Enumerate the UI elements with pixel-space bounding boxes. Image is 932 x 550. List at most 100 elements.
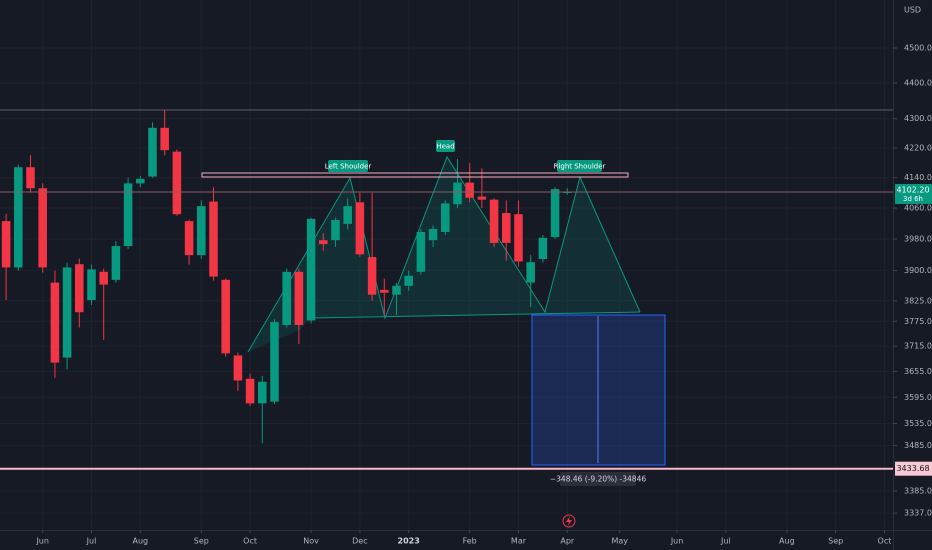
y-tick-label: 4060.00 <box>904 204 932 213</box>
pattern-fill <box>248 157 640 352</box>
x-tick-label: Sep <box>828 537 843 546</box>
x-tick-label: Jun <box>35 537 49 546</box>
x-tick-label: Nov <box>303 537 319 546</box>
y-tick-label: 3900.00 <box>904 266 932 275</box>
candle-body <box>282 271 291 325</box>
x-tick-label: Sep <box>194 537 209 546</box>
y-tick-label: 3485.00 <box>904 441 932 450</box>
candle-body <box>62 267 72 358</box>
event-icon <box>562 514 576 528</box>
candle-body <box>172 151 182 215</box>
candle-body <box>319 240 328 245</box>
currency: USD <box>904 6 921 15</box>
x-tick-label: Feb <box>463 537 477 546</box>
candle-body <box>75 264 84 313</box>
candle-body <box>404 275 413 286</box>
candle-body <box>14 167 23 268</box>
measure-box <box>560 472 636 486</box>
candle-body <box>343 206 352 224</box>
candle-body <box>1 221 11 268</box>
y-tick-label: 3655.00 <box>904 367 932 376</box>
annotation: Head <box>436 143 454 151</box>
x-tick-label: May <box>611 537 628 546</box>
candle-body <box>441 203 450 232</box>
annotation-box <box>328 160 368 172</box>
candle-body <box>538 237 548 260</box>
candle-body <box>294 271 304 325</box>
x-tick-label: Jul <box>86 537 97 546</box>
y-tick-label: 3535.00 <box>904 419 932 428</box>
candle-body <box>26 167 35 189</box>
y-tick-label: 3595.00 <box>904 393 932 402</box>
x-tick-label: Oct <box>243 537 257 546</box>
candle-body <box>453 182 462 205</box>
y-tick-label: 4300.00 <box>904 114 932 123</box>
y-tick-label: 4220.00 <box>904 143 932 152</box>
candle-body <box>160 127 169 151</box>
candle-body <box>380 289 389 293</box>
candle-body <box>50 282 60 363</box>
event-icon-bolt <box>566 516 572 526</box>
y-tick-label: 3715.00 <box>904 342 932 351</box>
candle-body <box>502 213 511 243</box>
candle-body <box>270 322 279 402</box>
candles <box>1 109 572 444</box>
candle-body <box>428 228 438 241</box>
candle-body <box>148 127 157 177</box>
candle-body <box>550 189 560 238</box>
y-tick-label: 3825.00 <box>904 296 932 305</box>
candle-body <box>392 285 401 295</box>
x-tick-label: Jul <box>720 537 731 546</box>
y-tick-label: 4500.00 <box>904 43 932 52</box>
x-tick-label: Aug <box>132 537 148 546</box>
candle-body <box>209 201 218 277</box>
last-price-tag <box>895 183 932 204</box>
x-tick-label: Mar <box>511 537 527 546</box>
candle-body <box>197 206 206 256</box>
candle-body <box>514 214 523 262</box>
measure-label: −348.46 (-9.20%) -34846 <box>550 475 646 484</box>
candle-body <box>331 219 340 241</box>
annotation-box <box>557 160 602 172</box>
x-tick-label: Oct <box>878 537 892 546</box>
annotation: Right Shoulder <box>554 163 606 171</box>
candle-body <box>258 381 267 404</box>
x-tick-label: 2023 <box>398 537 420 546</box>
y-tick-label: 4400.00 <box>904 78 932 87</box>
x-tick-label: Aug <box>779 537 795 546</box>
candle-body <box>38 188 47 268</box>
y-tick-label: 4140.00 <box>904 173 932 182</box>
y-tick-label: 3385.00 <box>904 486 932 495</box>
candle-body <box>87 269 96 300</box>
target-label: 3433.68 <box>896 464 929 473</box>
y-tick-label: 3980.00 <box>904 235 932 244</box>
candle-body <box>184 221 194 256</box>
candle-body <box>367 257 377 295</box>
candle-body <box>221 279 230 354</box>
candle-body <box>123 183 133 247</box>
candle-body <box>111 246 121 280</box>
candle-body <box>245 378 255 404</box>
target-tag <box>895 461 932 476</box>
candle-body <box>99 271 108 285</box>
candle-body <box>306 218 316 321</box>
grid <box>0 0 893 530</box>
annotation: Left Shoulder <box>325 163 372 171</box>
neckline <box>201 172 629 178</box>
candle-body <box>489 199 499 243</box>
candle-body <box>136 178 145 184</box>
x-tick-label: Jun <box>670 537 684 546</box>
candle-body <box>355 202 365 255</box>
last-price-label: 4102.20 <box>896 185 929 194</box>
candle-body <box>465 182 474 198</box>
pattern-base <box>309 311 641 319</box>
candle-body <box>233 355 243 381</box>
x-tick-label: Dec <box>352 537 367 546</box>
y-tick-label: 3337.00 <box>904 509 932 518</box>
annotation-box <box>436 140 455 152</box>
x-tick-label: Apr <box>560 537 575 546</box>
candle-body <box>526 262 535 283</box>
countdown: 3d 6h <box>903 195 923 203</box>
